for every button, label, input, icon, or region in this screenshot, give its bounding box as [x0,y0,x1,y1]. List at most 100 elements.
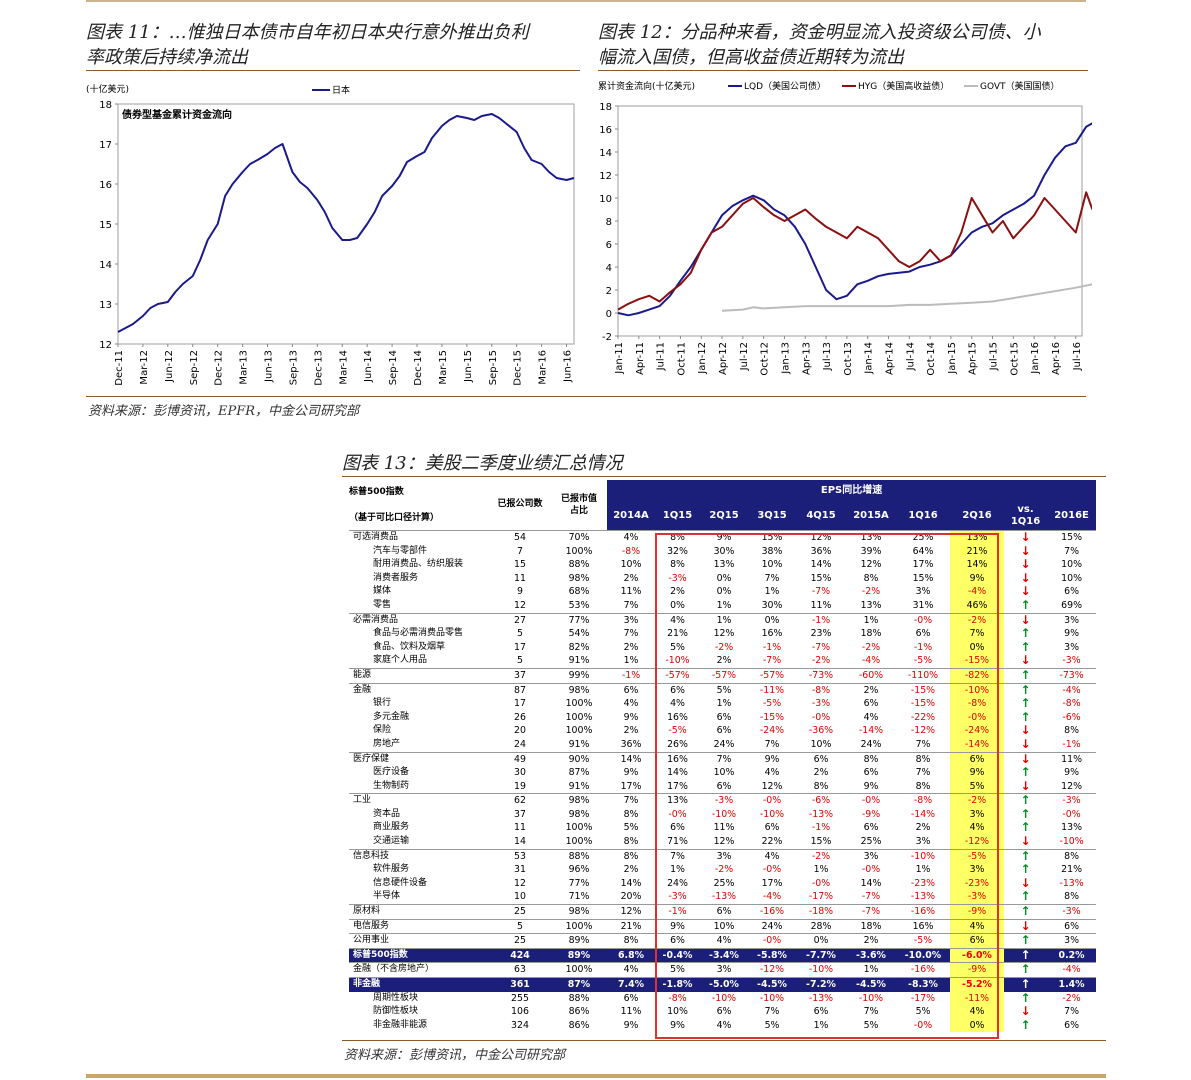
fig12-xtick-label: Jul-14 [905,342,916,371]
fig11-ytick-label: 16 [99,180,112,191]
row-reported: 11 [514,822,526,834]
table-row: 银行 17 100% 4% 4% 1% -5% -3% 6% -15% -8% ↑ -8% [349,697,1096,711]
arrow-down-icon: ↓ [1020,558,1031,572]
row-eps-4Q15: 15% [810,836,832,848]
fig11-xtick-label: Mar-12 [139,350,150,385]
row-reported: 324 [511,1019,529,1031]
fig12-ytick-label: 16 [599,125,612,136]
row-name: 商业服务 [373,822,410,833]
row-reported: 5 [517,628,523,640]
row-eps-1Q16: 31% [912,599,934,611]
row-reported: 17 [514,698,526,710]
row-eps-2014A: 2% [623,641,639,653]
table-col-header: 2Q15 [700,502,748,531]
row-eps-4Q15: -8% [796,682,846,698]
row-eps-2Q15: 5% [700,682,748,698]
fig11-unit-label: (十亿美元) [86,83,129,95]
row-2016e: 8% [1064,725,1079,737]
fig11-xtick-label: Dec-13 [313,350,324,386]
row-eps-4Q15: 36% [810,545,832,557]
row-eps-2Q16: 14% [950,558,1004,572]
row-name: 房地产 [373,738,401,749]
row-eps-1Q16: -1% [913,641,933,653]
row-eps-2014A: 6.8% [607,947,655,963]
row-eps-2014A: 7% [623,628,639,640]
row-2016e: 3% [1064,641,1079,653]
row-eps-1Q16: 3% [915,586,931,598]
row-name: 保险 [373,725,392,736]
row-name: 资本品 [373,808,401,819]
row-eps-2015A: -0% [861,864,881,876]
row-mcap: 88% [551,848,607,864]
row-eps-4Q15: -7.2% [796,976,846,992]
row-name: 防御性板块 [373,1006,419,1017]
row-eps-2Q16: 13% [950,529,1004,545]
row-eps-4Q15: 1% [813,864,829,876]
row-eps-2014A: 9% [623,711,639,723]
row-reported: 25 [489,904,551,920]
row-eps-2014A: 1% [623,655,639,667]
arrow-down-icon: ↓ [1020,585,1031,599]
fig13-source: 资料来源：彭博资讯，中金公司研究部 [344,1048,566,1063]
row-eps-1Q15: 2% [670,586,685,598]
row-name: 软件服务 [373,864,410,875]
row-mcap: 91% [568,780,590,792]
row-eps-4Q15: -13% [808,992,834,1004]
row-eps-4Q15: -1% [811,822,831,834]
row-name: 公用事业 [349,933,489,949]
vs-label: vs. [1017,504,1034,515]
row-eps-1Q16: -13% [910,891,936,903]
row-eps-2014A: 9% [623,767,639,779]
table-row: 食品与必需消费品零售 5 54% 7% 21% 12% 16% 23% 18% 6% 7% ↑ 9% [349,627,1096,641]
row-eps-1Q16: 16% [896,918,950,934]
row-eps-4Q15: -0% [811,877,831,889]
row-eps-1Q15: 17% [667,780,688,792]
row-eps-2Q16: 5% [950,779,1004,794]
row-mcap: 87% [568,767,590,779]
row-2016e: -8% [1062,698,1081,710]
row-reported: 12 [514,877,526,889]
row-eps-2Q16: -82% [950,667,1004,684]
row-eps-2Q15: 6% [700,904,748,920]
row-name: 电信服务 [349,918,489,934]
row-eps-3Q15: 16% [761,628,783,640]
table-row: 零售 12 53% 7% 0% 1% 30% 11% 13% 31% 46% ↑ 69% [349,598,1096,614]
fig11-xtick-label: Sep-14 [388,350,399,385]
row-eps-3Q15: -0% [762,864,782,876]
row-mcap: 91% [568,738,590,750]
row-eps-2015A: -4.5% [846,976,896,992]
fig11-xtick-label: Dec-14 [413,350,424,386]
row-2016e: 3% [1047,933,1097,949]
row-eps-3Q15: 38% [761,545,783,557]
row-eps-2014A: 20% [620,891,642,903]
row-eps-4Q15: 28% [796,918,846,934]
arrow-down-icon: ↓ [1004,918,1047,934]
row-eps-1Q15: -1.8% [655,976,700,992]
row-eps-1Q15: 5% [655,962,700,978]
fig12-legend-label-0: LQD（美国公司债） [744,80,826,92]
fig11-xtick-label: Dec-12 [214,350,225,386]
row-name: 信息科技 [349,848,489,864]
row-eps-2Q15: 30% [713,545,735,557]
row-eps-3Q15: 17% [761,877,783,889]
fig12-xtick-label: Apr-14 [884,342,895,375]
table-column-header-row: 2014A 1Q15 2Q15 3Q15 4Q15 2015A 1Q16 2Q16 vs. 1Q1… [349,502,1097,531]
row-eps-4Q15: 2% [813,767,829,779]
row-eps-1Q15: -10% [665,655,690,667]
row-eps-4Q15: -2% [811,655,831,667]
row-eps-4Q15: 1% [813,1019,829,1031]
arrow-up-icon: ↑ [1020,807,1031,821]
fig12-series-line-0 [617,122,1092,317]
row-eps-2014A: 8% [607,933,655,949]
row-eps-2Q15: 11% [713,822,735,834]
fig11-inner-label: 债券型基金累计资金流向 [122,108,232,121]
row-eps-1Q16: 2% [915,822,931,834]
row-eps-2Q15: 7% [700,751,748,767]
row-eps-3Q15: 4% [748,848,796,864]
row-reported: 5 [517,655,523,667]
table-row: 金融 87 98% 6% 6% 5% -11% -8% 2% -15% -10% ↑ -4% [349,682,1097,698]
fig12-ytick-label: 10 [599,194,612,205]
table-head-reported: 已报公司数 [497,499,543,510]
row-2016e: 7% [1064,1006,1079,1018]
fig12-xtick-label: Oct-14 [926,342,937,376]
